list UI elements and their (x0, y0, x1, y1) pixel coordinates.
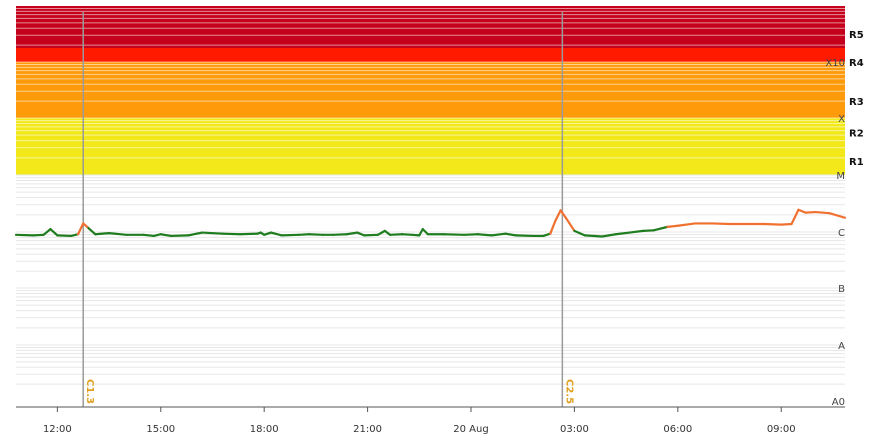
series-segment (542, 232, 552, 238)
series-segment (554, 209, 562, 222)
series-segment (159, 233, 173, 238)
flux-class-label-c: C (838, 228, 845, 239)
series-segment (82, 222, 90, 230)
band-x-class (16, 62, 845, 118)
series-segment (332, 233, 349, 236)
flare-marker-label: C2.5 (563, 379, 574, 404)
gridlines (16, 8, 845, 385)
series-segment (297, 233, 311, 236)
series-segment (490, 232, 507, 237)
series-segment (814, 210, 831, 215)
series-segment (238, 232, 259, 236)
series-segment (376, 229, 386, 236)
flux-class-label-a: A (838, 341, 845, 352)
radio-blackout-label-r2: R2 (849, 128, 864, 139)
series-segment (711, 222, 731, 226)
series-segment (559, 209, 567, 219)
band-x10-class (16, 48, 845, 62)
series-segment (828, 212, 847, 219)
series-segment (187, 231, 204, 237)
flux-bands (16, 6, 845, 175)
radio-blackout-label-r4: R4 (849, 58, 864, 69)
series-segment (614, 231, 631, 236)
series-segment (142, 233, 155, 238)
x-tick-label: 18:00 (250, 424, 279, 435)
series-segment (152, 233, 162, 238)
band-extreme (16, 6, 845, 48)
x-tick-label: 20 Aug (453, 424, 488, 435)
flux-class-label-b: B (838, 284, 845, 295)
series-segment (56, 234, 73, 238)
series-segment (107, 232, 128, 236)
flux-class-label-a0: A0 (832, 397, 845, 408)
series-segment (666, 224, 679, 228)
series-segment (797, 208, 807, 214)
radio-blackout-label-r3: R3 (849, 97, 864, 108)
series-segment (549, 219, 557, 235)
series-segment (345, 231, 359, 236)
series-segment (87, 226, 97, 236)
x-tick-label: 06:00 (663, 424, 692, 435)
band-m-class (16, 118, 845, 175)
series-segment (418, 228, 424, 237)
series-segment (70, 233, 80, 238)
x-axis: 12:00 15:00 18:00 21:00 20 Aug 03:00 06:00 09:0… (16, 406, 845, 435)
flux-class-label-x: X (838, 114, 845, 125)
series-segment (221, 232, 242, 236)
series-segment (583, 234, 604, 238)
series-segment (280, 233, 300, 237)
series-segment (363, 233, 380, 237)
series-segment (14, 233, 35, 237)
series-segment (263, 231, 273, 236)
flux-class-label-x10: X10 (825, 58, 845, 69)
series-segment (762, 222, 783, 226)
series-segment (356, 231, 366, 237)
series-segment (32, 233, 45, 237)
series-segment (564, 216, 576, 232)
series-segment (476, 233, 493, 237)
series-segment (42, 228, 52, 236)
radio-blackout-label-r1: R1 (849, 157, 864, 168)
series-segment (790, 208, 800, 226)
series-segment (676, 222, 697, 227)
series-segment (780, 222, 793, 226)
series-segment (400, 233, 414, 236)
series-segment (411, 233, 421, 237)
series-segment (49, 228, 59, 237)
series-segment (804, 210, 817, 214)
series-segment (504, 232, 517, 237)
series-segment (463, 233, 479, 236)
x-tick-label: 12:00 (43, 424, 72, 435)
series-segment (573, 229, 586, 237)
radio-blackout-label-r5: R5 (849, 30, 864, 41)
radio-blackout-labels: R1 R2 R3 R4 R5 (849, 30, 864, 168)
flare-markers: C1.3 C2.5 (82, 12, 574, 407)
x-tick-label: 21:00 (353, 424, 382, 435)
series-segment (514, 234, 535, 238)
x-tick-label: 15:00 (146, 424, 175, 435)
x-tick-label: 03:00 (560, 424, 589, 435)
series-segment (201, 231, 224, 235)
series-segment (442, 233, 466, 236)
series-segment (388, 233, 404, 236)
series-segment (307, 233, 324, 236)
series-segment (269, 231, 283, 237)
series-segment (600, 233, 617, 238)
series-segment (94, 232, 111, 236)
series-segment (170, 234, 190, 238)
series-segment (652, 225, 669, 232)
series-segment (76, 222, 85, 236)
flux-class-labels: A0 A B C M X X10 (825, 58, 845, 408)
flare-marker-label: C1.3 (84, 379, 95, 404)
series-segment (642, 229, 655, 232)
series-segment (628, 229, 645, 234)
series-segment (421, 228, 430, 236)
flux-series (14, 208, 847, 238)
x-tick-label: 09:00 (767, 424, 796, 435)
flux-class-label-m: M (836, 171, 845, 182)
